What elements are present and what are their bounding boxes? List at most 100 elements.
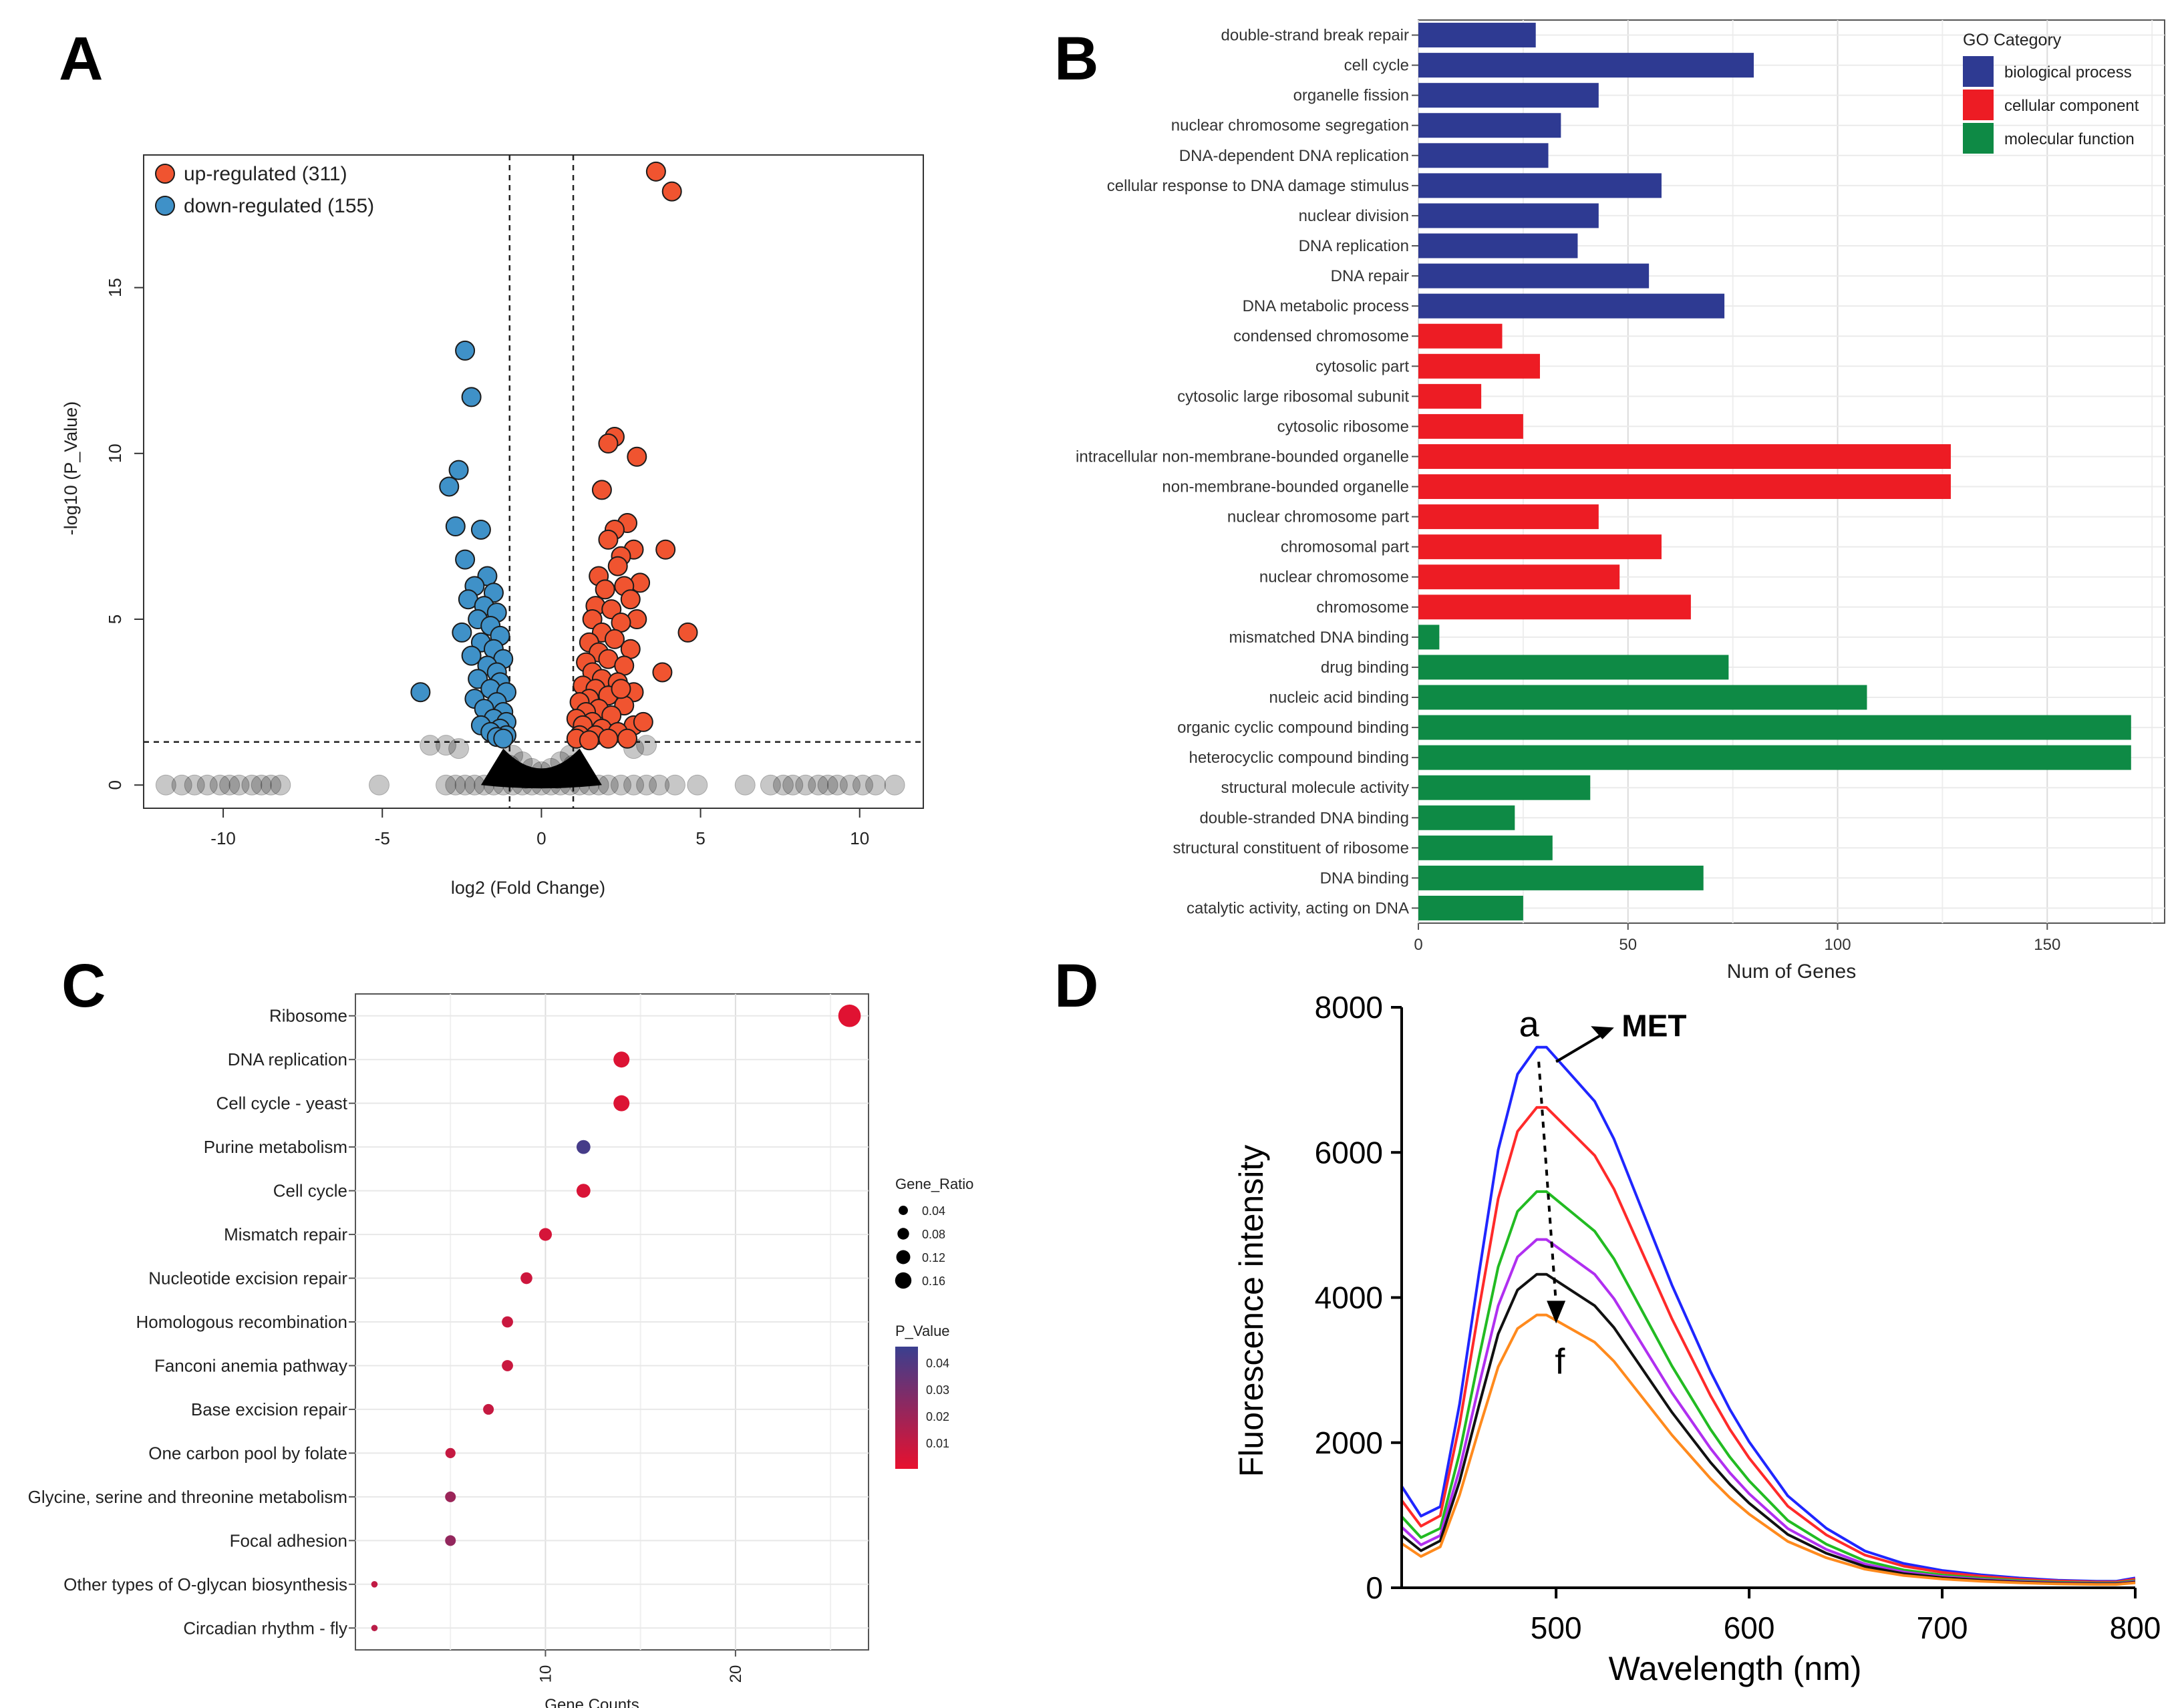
bar-mf	[1418, 685, 1867, 710]
bar-bp	[1418, 233, 1578, 259]
pathway-bubble	[838, 1004, 861, 1027]
category-label: heterocyclic compound binding	[1189, 749, 1409, 767]
bar-mf	[1418, 715, 2131, 740]
ns-point	[852, 774, 873, 796]
category-label: drug binding	[1321, 659, 1409, 677]
x-tick-label: 10	[850, 828, 869, 848]
down-regulated-point	[455, 549, 476, 570]
y-tick-label: 0	[1366, 1570, 1383, 1605]
down-regulated-point	[455, 340, 476, 361]
bar-bp	[1418, 83, 1599, 108]
up-regulated-point	[598, 529, 619, 550]
legend-marker	[155, 164, 175, 184]
category-label: DNA repair	[1331, 267, 1409, 285]
up-regulated-point	[633, 711, 653, 732]
down-regulated-point	[410, 682, 431, 703]
bar-mf	[1418, 895, 1523, 920]
annotation-start: a	[1519, 1004, 1540, 1044]
panel-label-a: A	[59, 25, 104, 93]
category-label: structural molecule activity	[1221, 779, 1409, 797]
pathway-bubble	[483, 1403, 494, 1415]
x-axis-label: Wavelength (nm)	[1609, 1650, 1862, 1687]
ns-point	[368, 774, 389, 796]
ns-point	[884, 774, 905, 796]
color-legend-label: 0.04	[926, 1357, 949, 1370]
ns-point	[734, 774, 756, 796]
compound-arrow-line	[1555, 1031, 1607, 1063]
category-label: cytosolic part	[1315, 357, 1409, 375]
bar-bp	[1418, 203, 1599, 228]
pathway-bubble	[445, 1447, 456, 1458]
ns-point	[610, 774, 631, 796]
y-tick-label: 4000	[1315, 1280, 1383, 1315]
x-tick-label: 600	[1724, 1610, 1775, 1645]
ns-point	[865, 774, 887, 796]
bar-bp	[1418, 263, 1650, 289]
trend-arrow-line	[1537, 1061, 1558, 1305]
go-bar-chart-panel: double-strand break repair cell cycle orga…	[1002, 0, 2182, 983]
up-regulated-point	[595, 579, 615, 600]
up-regulated-point	[598, 433, 619, 454]
bar-cc	[1418, 383, 1482, 409]
x-tick-label: 10	[536, 1665, 555, 1683]
bar-cc	[1418, 504, 1599, 530]
up-regulated-point	[617, 728, 638, 749]
up-regulated-point	[611, 612, 631, 633]
ns-point	[808, 774, 829, 796]
up-regulated-point	[611, 679, 631, 699]
pathway-label: Cell cycle	[273, 1181, 347, 1201]
y-tick-label: 5	[105, 615, 125, 624]
pathway-label: Circadian rhythm - fly	[183, 1618, 347, 1638]
ns-point	[270, 774, 291, 796]
x-tick-label: 0	[1414, 936, 1422, 954]
go-bar-chart: double-strand break repair cell cycle orga…	[1076, 19, 2165, 983]
y-axis-label: -log10 (P_Value)	[61, 401, 81, 536]
spectrum-curve-a	[1400, 1045, 2136, 1583]
legend-title: GO Category	[1963, 31, 2062, 49]
down-regulated-point	[493, 728, 514, 749]
category-label: DNA binding	[1320, 869, 1409, 887]
compound-label: MET	[1621, 1008, 1686, 1043]
size-legend-dot	[899, 1206, 908, 1215]
color-legend-label: 0.01	[926, 1437, 949, 1450]
bar-cc	[1418, 323, 1503, 349]
legend-label: biological process	[2004, 63, 2132, 81]
category-label: organic cyclic compound binding	[1177, 719, 1409, 737]
x-tick-label: 700	[1917, 1610, 1968, 1645]
y-tick-label: 6000	[1315, 1135, 1383, 1170]
category-label: nuclear chromosome segregation	[1171, 117, 1409, 135]
category-label: cell cycle	[1344, 57, 1409, 75]
size-legend-label: 0.12	[922, 1251, 945, 1264]
bar-mf	[1418, 775, 1591, 800]
pathway-bubble	[502, 1316, 513, 1328]
category-label: double-strand break repair	[1221, 27, 1410, 45]
panel-label-b: B	[1054, 25, 1099, 93]
pathway-label: Mismatch repair	[224, 1224, 347, 1244]
legend-label: molecular function	[2004, 130, 2135, 148]
down-regulated-point	[448, 460, 469, 480]
bar-bp	[1418, 113, 1561, 138]
ns-point	[687, 774, 708, 796]
up-regulated-point	[579, 730, 599, 751]
up-regulated-point	[607, 556, 628, 576]
up-regulated-point	[627, 446, 647, 467]
pathway-bubble	[613, 1095, 630, 1112]
ns-point	[436, 735, 457, 756]
ns-point	[445, 774, 466, 796]
bar-bp	[1418, 53, 1754, 78]
legend-label: up-regulated (311)	[184, 163, 347, 185]
legend-swatch	[1963, 90, 1994, 120]
category-label: nuclear division	[1299, 207, 1409, 225]
category-label: cytosolic ribosome	[1277, 417, 1409, 436]
ns-point	[772, 774, 794, 796]
down-regulated-point	[452, 622, 472, 643]
spectrum-curve-f	[1400, 1313, 2136, 1586]
bar-cc	[1418, 594, 1691, 620]
y-tick-label: 15	[105, 278, 125, 297]
bar-mf	[1418, 805, 1515, 830]
category-label: nuclear chromosome part	[1227, 508, 1409, 526]
bar-bp	[1418, 23, 1536, 48]
compound-arrow-head	[1591, 1026, 1614, 1039]
ns-point	[251, 774, 272, 796]
x-axis-label: Gene Counts	[544, 1696, 639, 1708]
